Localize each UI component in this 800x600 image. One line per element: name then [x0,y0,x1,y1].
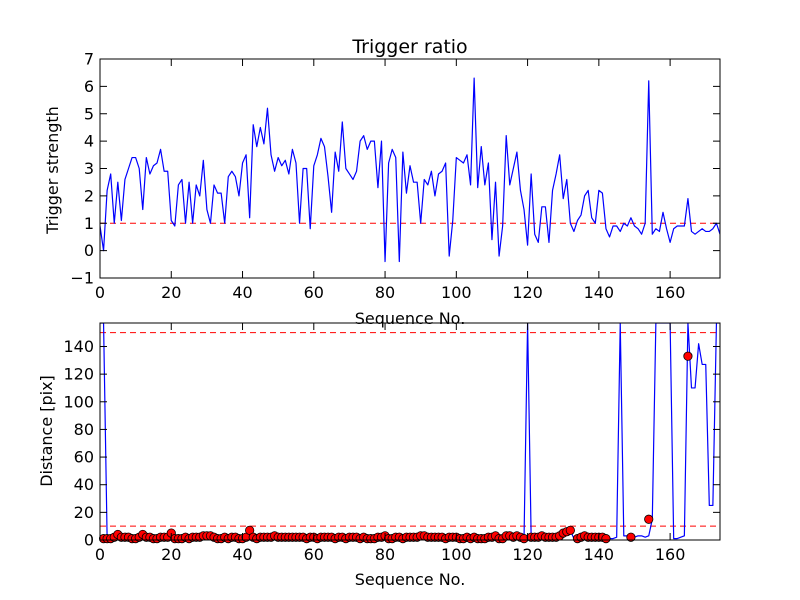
y-tick-label: 100 [63,392,94,411]
y-tick-label: 0 [84,531,94,550]
x-tick-label: 120 [512,283,543,302]
data-point [626,532,636,542]
x-tick-label: 40 [232,545,252,564]
y-tick-label: 120 [63,365,94,384]
x-tick-label: 20 [161,545,181,564]
y-tick-label: 2 [84,186,94,205]
data-point [683,351,693,361]
y-axis-label: Distance [pix] [37,375,56,487]
x-tick-label: 160 [655,283,686,302]
data-point [565,525,575,535]
y-axis-label: Trigger strength [43,106,62,235]
y-tick-label: 6 [84,77,94,96]
y-tick-label: 40 [74,475,94,494]
y-tick-label: 60 [74,448,94,467]
x-tick-label: 0 [95,283,105,302]
x-axis-label: Sequence No. [355,309,466,328]
x-tick-label: 160 [655,545,686,564]
y-tick-label: 80 [74,420,94,439]
x-tick-label: 100 [441,545,472,564]
x-tick-label: 0 [95,545,105,564]
x-tick-label: 80 [375,545,395,564]
y-tick-label: 140 [63,337,94,356]
x-tick-label: 140 [584,283,615,302]
data-point [601,534,611,544]
y-tick-label: 1 [84,214,94,233]
data-point [644,514,654,524]
series-line [100,77,720,263]
x-tick-label: 60 [304,283,324,302]
y-tick-label: 0 [84,241,94,260]
y-tick-label: 7 [84,50,94,69]
x-tick-label: 40 [232,283,252,302]
y-tick-label: 4 [84,132,94,151]
x-tick-label: 20 [161,283,181,302]
x-tick-label: 100 [441,283,472,302]
distance-chart: 0 20 40 60 80 100 120 140 160020406080100120140 … [37,322,721,589]
plot-frame [99,322,721,541]
x-tick-label: 140 [584,545,615,564]
y-tick-label: 20 [74,503,94,522]
y-tick-label: 5 [84,104,94,123]
trigger-ratio-chart: Trigger ratio 0 20 40 60 80 100 120 140 160−1012… [43,36,721,328]
x-axis-label: Sequence No. [355,570,466,589]
y-tick-label: −1 [70,269,94,288]
x-tick-label: 120 [512,545,543,564]
y-tick-label: 3 [84,159,94,178]
x-tick-label: 80 [375,283,395,302]
chart-title: Trigger ratio [351,36,467,58]
x-tick-label: 60 [304,545,324,564]
